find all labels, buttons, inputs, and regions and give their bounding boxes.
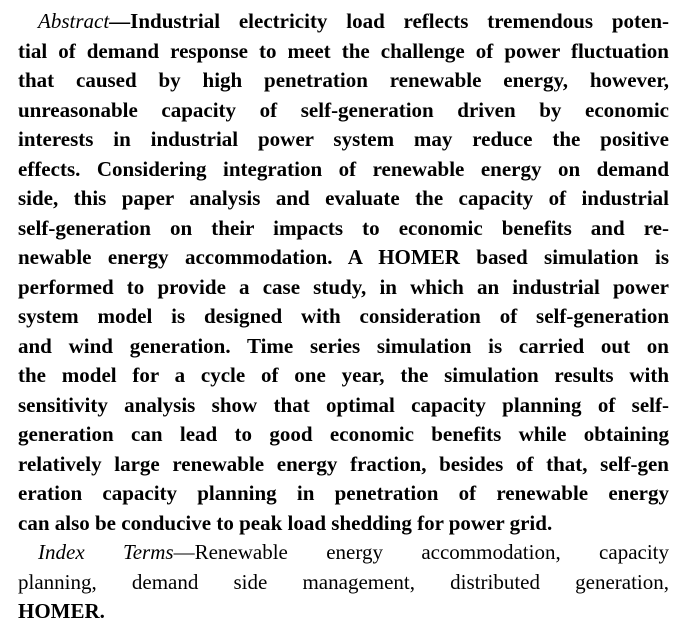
abstract-text: Industrial electricity load reflects tre… (130, 9, 669, 33)
abstract-dash: — (109, 9, 131, 33)
index-terms-dash: — (173, 540, 195, 564)
abstract-line-14: generation can lead to good economic ben… (18, 422, 669, 446)
index-terms-text: Renewable energy accommodation, capacity (194, 540, 670, 564)
abstract-line-12: the model for a cycle of one year, the s… (18, 363, 669, 387)
index-terms-line-1: planning, demand side management, distri… (18, 569, 669, 594)
index-terms-line-2: HOMER. (18, 599, 105, 623)
abstract-line-10: system model is designed with considerat… (18, 304, 669, 328)
abstract-line-15: relatively large renewable energy fracti… (18, 451, 669, 476)
index-terms-label: Index Terms (38, 540, 174, 564)
abstract-line-4: interests in industrial power system may… (18, 127, 669, 151)
abstract-line-7: self-generation on their impacts to econ… (18, 215, 669, 240)
abstract-line-11: and wind generation. Time series simulat… (18, 333, 669, 358)
abstract-line-17: can also be conducive to peak load shedd… (18, 510, 553, 535)
abstract-line-6: side, this paper analysis and evaluate t… (18, 186, 669, 210)
abstract-label: Abstract (38, 9, 110, 33)
abstract-line-9: performed to provide a case study, in wh… (18, 274, 669, 299)
index-terms-line-0: Index Terms—Renewable energy accommodati… (18, 538, 669, 568)
abstract-section: Abstract—Industrial electricity load ref… (18, 7, 669, 538)
abstract-line-13: sensitivity analysis show that optimal c… (18, 392, 669, 417)
abstract-line-16: eration capacity planning in penetration… (18, 481, 669, 505)
abstract-line-8: newable energy accommodation. A HOMER ba… (18, 245, 669, 269)
abstract-line-1: tial of demand response to meet the chal… (18, 38, 669, 63)
abstract-line-5: effects. Considering integration of rene… (18, 156, 669, 181)
index-terms-section: Index Terms—Renewable energy accommodati… (18, 538, 669, 627)
abstract-line-2: that caused by high penetration renewabl… (18, 68, 669, 92)
abstract-line-0: Abstract—Industrial electricity load ref… (18, 7, 669, 37)
abstract-line-3: unreasonable capacity of self-generation… (18, 97, 669, 122)
